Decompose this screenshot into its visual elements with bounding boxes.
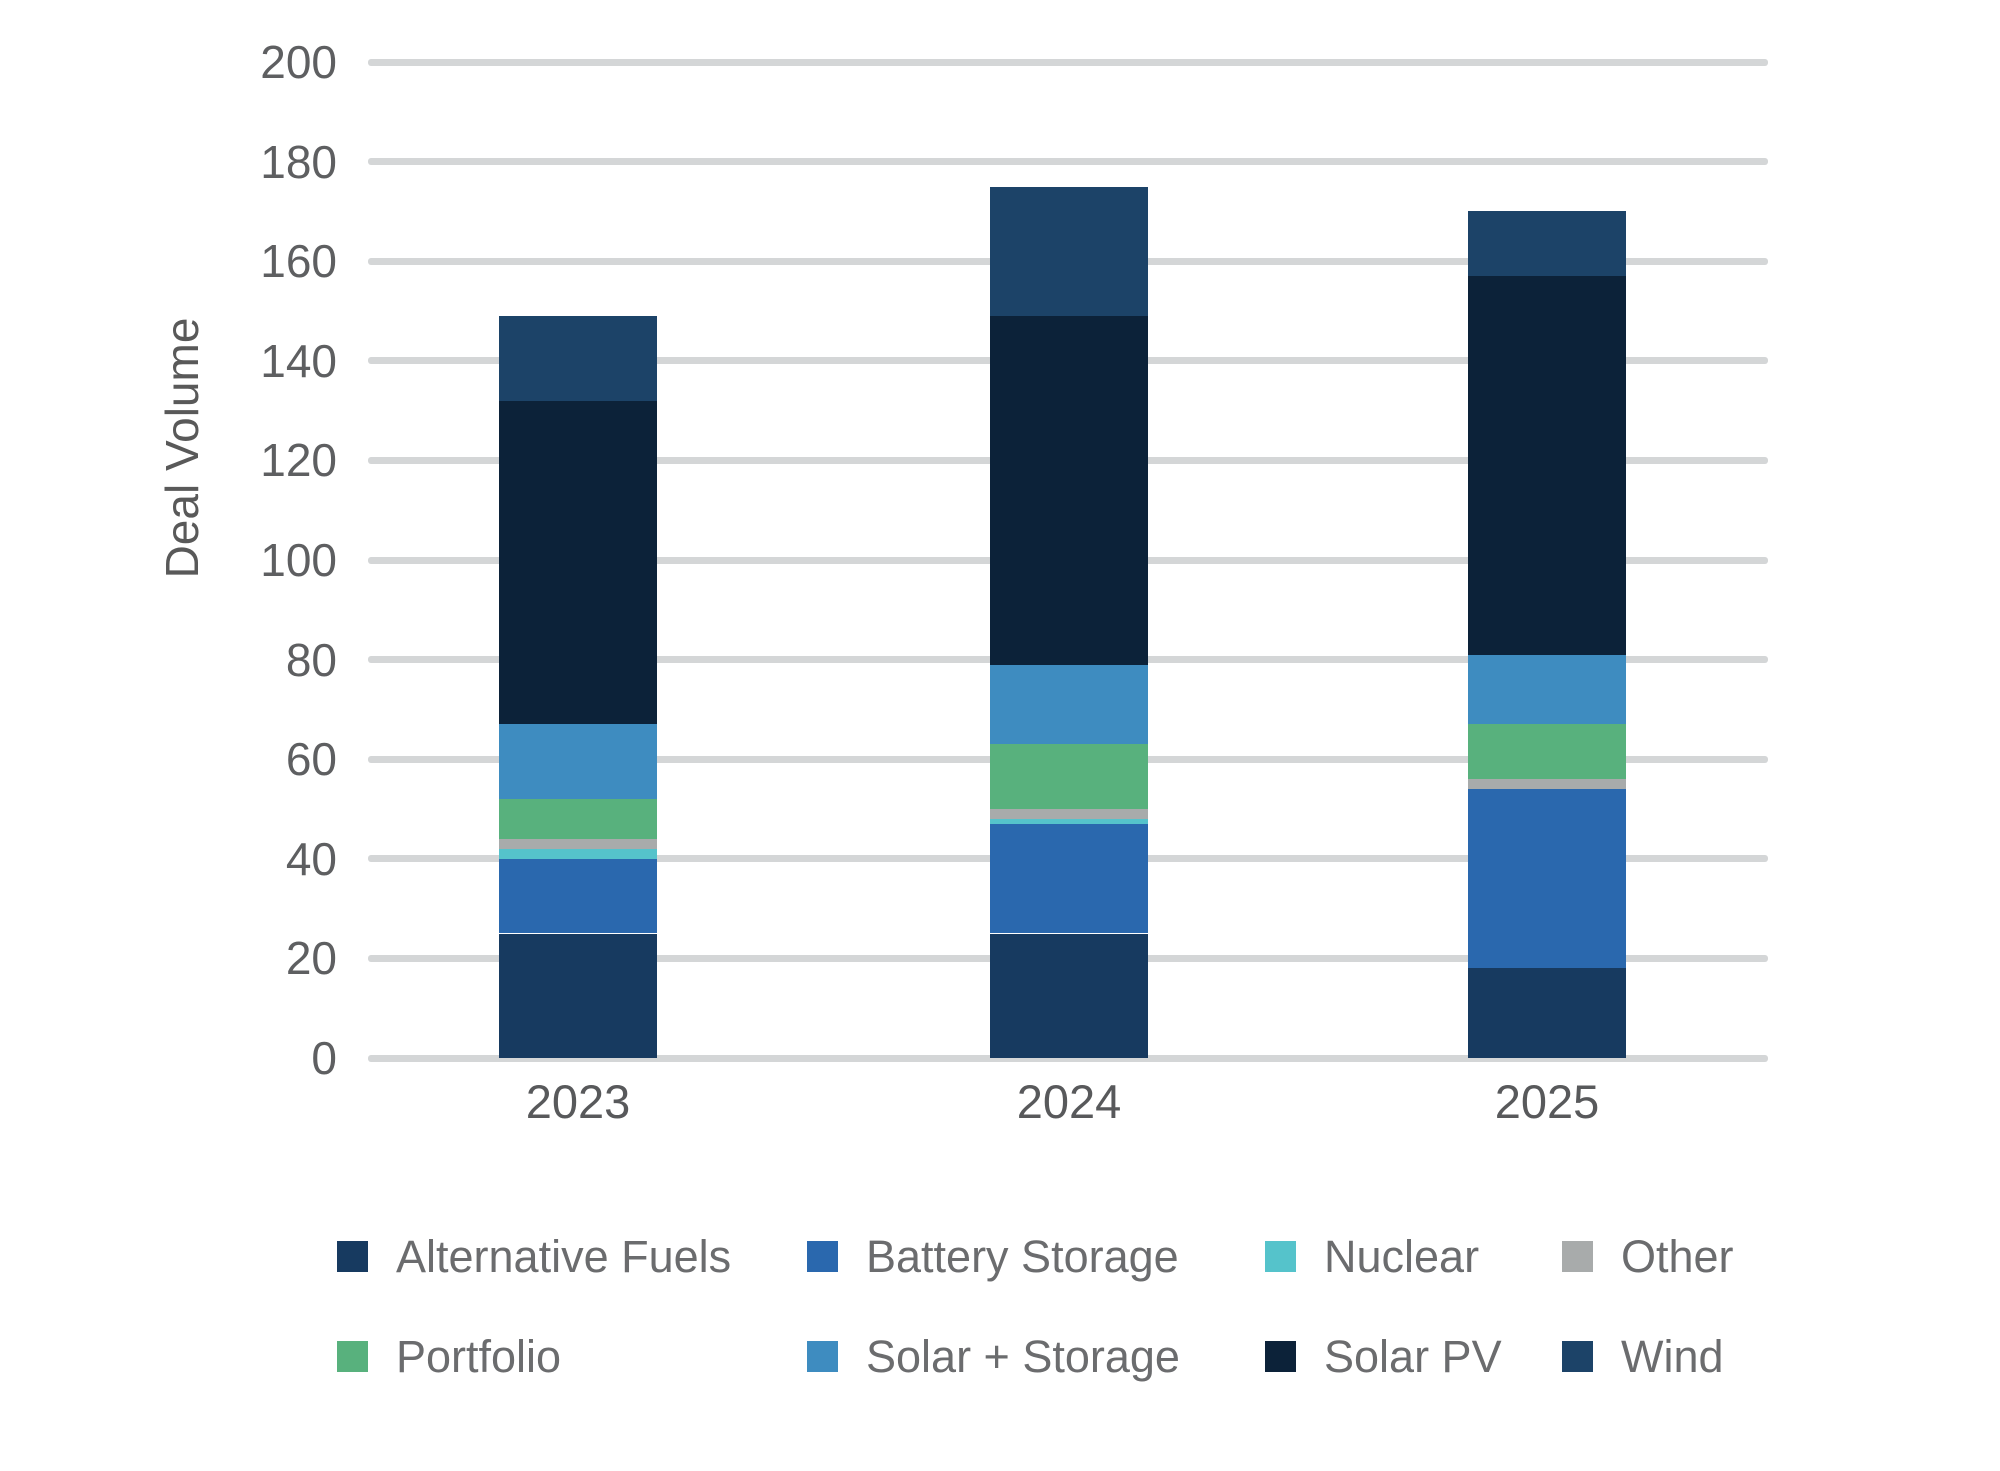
legend-swatch (1562, 1240, 1593, 1272)
y-tick-label: 120 (260, 434, 337, 487)
bar-segment (1468, 654, 1626, 725)
y-tick-label: 0 (311, 1032, 337, 1084)
bar-segment (499, 858, 657, 934)
legend-item: Wind (1562, 1332, 1724, 1380)
legend-swatch (337, 1340, 368, 1372)
legend-label: Solar PV (1324, 1330, 1502, 1382)
legend-label: Portfolio (396, 1330, 562, 1382)
legend-swatch (337, 1240, 368, 1272)
y-tick-label: 60 (285, 733, 337, 786)
legend-item: Other (1562, 1232, 1734, 1280)
bar-segment (1468, 789, 1626, 969)
x-tick-label: 2024 (1016, 1075, 1122, 1128)
y-tick-label: 140 (260, 334, 337, 387)
bar-segment (990, 744, 1148, 809)
legend-label: Solar + Storage (866, 1330, 1180, 1382)
bar-segment (990, 823, 1148, 934)
legend-label: Alternative Fuels (396, 1230, 732, 1282)
legend-swatch (1265, 1240, 1296, 1272)
legend-swatch (1562, 1340, 1593, 1372)
bar-segment (1468, 779, 1626, 790)
bar-segment (499, 848, 657, 859)
bar-segment (499, 400, 657, 725)
bar-segment (499, 315, 657, 401)
bar-segment (1468, 211, 1626, 277)
y-tick-label: 80 (285, 633, 337, 686)
bar-segment (1468, 276, 1626, 655)
bar-segment (990, 664, 1148, 745)
bar-segment (1468, 724, 1626, 780)
bar-segment (1468, 968, 1626, 1058)
bar-segment (990, 186, 1148, 316)
legend-swatch (807, 1340, 838, 1372)
y-tick-label: 200 (260, 36, 337, 88)
y-tick-label: 160 (260, 235, 337, 288)
bar-segment (990, 818, 1148, 824)
legend-swatch (807, 1240, 838, 1272)
x-tick-label: 2023 (525, 1075, 631, 1128)
bar-segment (990, 809, 1148, 819)
gridline (368, 158, 1768, 166)
gridline (368, 1054, 1768, 1062)
x-tick-label: 2025 (1494, 1075, 1600, 1128)
legend-label: Wind (1621, 1330, 1724, 1382)
legend-item: Alternative Fuels (337, 1232, 731, 1280)
legend-item: Solar + Storage (807, 1332, 1180, 1380)
bar-segment (499, 799, 657, 839)
legend-label: Other (1621, 1230, 1734, 1282)
y-tick-label: 20 (285, 932, 337, 985)
bar-segment (499, 933, 657, 1058)
legend-item: Solar PV (1265, 1332, 1502, 1380)
gridline (368, 58, 1768, 66)
y-axis-title: Deal Volume (156, 317, 208, 579)
y-tick-label: 40 (285, 832, 337, 885)
bar-segment (990, 933, 1148, 1058)
legend-swatch (1265, 1340, 1296, 1372)
bar-segment (499, 724, 657, 800)
legend-label: Nuclear (1324, 1230, 1480, 1282)
legend-item: Battery Storage (807, 1232, 1179, 1280)
legend-label: Battery Storage (866, 1230, 1179, 1282)
y-tick-label: 100 (260, 534, 337, 586)
y-tick-label: 180 (260, 135, 337, 188)
legend-item: Nuclear (1265, 1232, 1479, 1280)
bar-segment (990, 315, 1148, 665)
bar-segment (499, 838, 657, 849)
legend-item: Portfolio (337, 1332, 561, 1380)
